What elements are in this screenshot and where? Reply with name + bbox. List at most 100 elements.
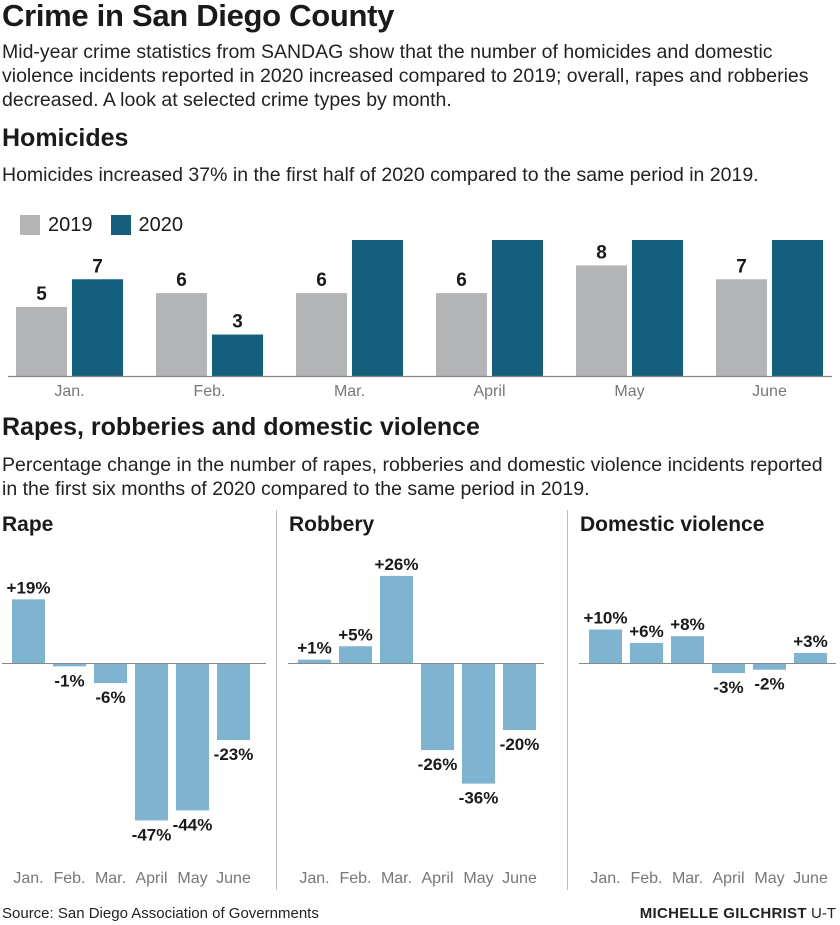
bar-3: [421, 663, 454, 751]
data-label-4: -2%: [754, 675, 784, 694]
legend-item-2020: 2020: [110, 213, 184, 237]
tick-label-0: Jan.: [299, 870, 329, 887]
panel-title-robbery: Robbery: [289, 513, 375, 536]
data-label-1: -1%: [54, 671, 84, 690]
tick-label-1: Feb.: [630, 870, 662, 887]
tick-label-4: May: [177, 870, 207, 887]
data-label-0: +19%: [7, 578, 51, 597]
bar-2: [671, 636, 704, 663]
tick-label-5: June: [502, 870, 537, 887]
data-label-4: -36%: [459, 789, 499, 808]
tick-label-2: Mar.: [672, 870, 703, 887]
homicides-subtitle: Homicides increased 37% in the first hal…: [2, 164, 759, 186]
bar-0: [298, 659, 331, 663]
legend-swatch-2020: [110, 215, 131, 235]
tick-label-5: June: [216, 870, 251, 887]
bar-5: [794, 652, 827, 663]
bar-2019-1: [156, 293, 207, 376]
panel-title-rape: Rape: [2, 513, 54, 536]
bar-2020-0: [72, 279, 123, 376]
credit-line: MICHELLE GILCHRIST U-T: [640, 905, 836, 922]
tick-label-0: Jan.: [54, 383, 84, 400]
data-label-2019-1: 6: [176, 270, 187, 291]
data-label-5: -23%: [214, 745, 254, 764]
bar-0: [12, 599, 45, 663]
tick-label-4: May: [754, 870, 784, 887]
tick-label-3: April: [135, 870, 167, 887]
data-label-4: -44%: [173, 815, 213, 834]
section2-heading: Rapes, robberies and domestic violence: [2, 413, 480, 441]
tick-label-5: June: [752, 383, 787, 400]
bar-2020-2: [352, 240, 403, 376]
bar-2020-1: [212, 334, 263, 376]
bar-4: [176, 663, 209, 811]
tick-label-4: May: [614, 383, 644, 400]
bar-3: [135, 663, 168, 821]
tick-label-3: April: [712, 870, 744, 887]
source-note: Source: San Diego Association of Governm…: [2, 905, 319, 922]
section2-subtitle: Percentage change in the number of rapes…: [2, 454, 823, 500]
data-label-3: -3%: [713, 678, 743, 697]
panel-divider: [567, 510, 568, 890]
data-label-2019-0: 5: [36, 284, 47, 305]
bar-2020-4: [632, 240, 683, 376]
legend-swatch-2019: [20, 215, 40, 235]
intro-text: Mid-year crime statistics from SANDAG sh…: [2, 41, 809, 111]
bar-2019-2: [296, 293, 347, 376]
credit-name: MICHELLE GILCHRIST: [639, 905, 807, 922]
domestic-violence-chart: +10% Jan. +6% Feb. +8% Mar. -3% April -2% May +3% J…: [579, 609, 836, 887]
tick-label-1: Feb.: [53, 870, 85, 887]
bar-2019-5: [716, 279, 767, 376]
tick-label-3: April: [421, 870, 453, 887]
tick-label-2: Mar.: [334, 383, 365, 400]
tick-label-3: April: [473, 383, 505, 400]
rape-chart: +19% Jan. -1% Feb. -6% Mar. -47% April -44% May -2…: [2, 578, 266, 887]
homicides-heading: Homicides: [2, 124, 129, 152]
robbery-chart: +1% Jan. +5% Feb. +26% Mar. -26% April -36% May -2…: [288, 555, 544, 887]
data-label-2: +26%: [375, 555, 419, 574]
bar-3: [712, 663, 745, 674]
bar-4: [462, 663, 495, 784]
bar-2020-5: [772, 240, 823, 376]
credit-org: U-T: [811, 905, 836, 922]
legend-item-2019: 2019: [20, 214, 93, 237]
bar-5: [217, 663, 250, 741]
data-label-0: +1%: [297, 639, 332, 658]
data-label-2: -6%: [95, 688, 125, 707]
tick-label-2: Mar.: [381, 870, 412, 887]
data-label-5: -20%: [500, 735, 540, 754]
data-label-1: +5%: [338, 625, 373, 644]
tick-label-4: May: [463, 870, 493, 887]
bar-2019-4: [576, 265, 627, 376]
data-label-0: +10%: [584, 609, 628, 628]
data-label-2019-3: 6: [456, 270, 467, 291]
bar-2: [380, 575, 413, 663]
homicides-legend: 2019 2020: [20, 212, 201, 238]
data-label-2020-1: 3: [232, 312, 243, 333]
data-label-2019-5: 7: [736, 256, 747, 277]
data-label-2: +8%: [670, 615, 705, 634]
bar-1: [339, 646, 372, 663]
legend-label-2020: 2020: [138, 213, 184, 236]
tick-label-5: June: [793, 870, 828, 887]
data-label-1: +6%: [629, 622, 664, 641]
bar-2: [94, 663, 127, 684]
panel-title-domestic-violence: Domestic violence: [580, 513, 765, 536]
bar-4: [753, 663, 786, 670]
data-label-5: +3%: [793, 632, 828, 651]
bar-2019-0: [16, 306, 67, 376]
panel-divider: [276, 510, 277, 890]
data-label-3: -26%: [418, 755, 458, 774]
tick-label-2: Mar.: [95, 870, 126, 887]
bar-0: [589, 629, 622, 663]
page-title: Crime in San Diego County: [2, 0, 395, 33]
tick-label-0: Jan.: [13, 870, 43, 887]
bar-1: [53, 663, 86, 667]
data-label-2019-2: 6: [316, 270, 327, 291]
data-label-2019-4: 8: [596, 242, 607, 263]
tick-label-0: Jan.: [590, 870, 620, 887]
bar-2019-3: [436, 293, 487, 376]
tick-label-1: Feb.: [339, 870, 371, 887]
data-label-2020-0: 7: [92, 256, 103, 277]
